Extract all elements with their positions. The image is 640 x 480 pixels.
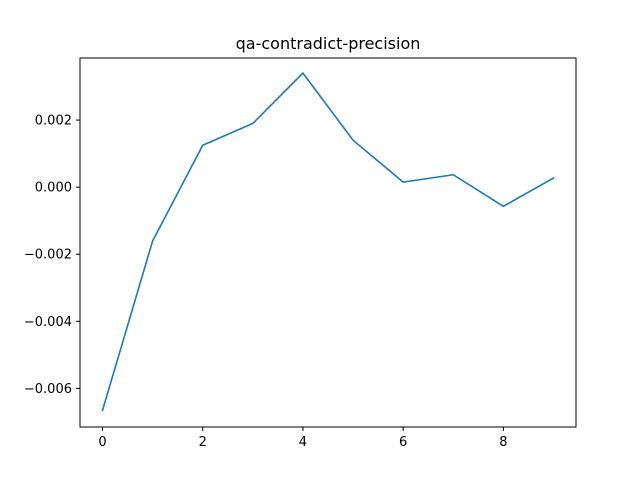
x-tick-label: 8 [499, 435, 507, 450]
axes: 0 2 4 6 8 −0.006 −0.004 −0.002 0.000 0.002 [24, 57, 577, 450]
y-tick-label: −0.002 [24, 248, 72, 263]
series-line-0 [101, 72, 555, 412]
x-tick-label: 6 [399, 435, 407, 450]
y-tick-label: 0.002 [35, 114, 72, 129]
y-tick-label: −0.006 [24, 382, 72, 397]
axes-frame [79, 57, 577, 428]
x-tick-label: 0 [98, 435, 106, 450]
y-tick-label: 0.000 [35, 181, 72, 196]
y-tick-label: −0.004 [24, 315, 72, 330]
x-tick-label: 2 [199, 435, 207, 450]
x-tick-label: 4 [299, 435, 307, 450]
chart-title: qa-contradict-precision [236, 34, 421, 53]
plot-area [101, 72, 555, 412]
